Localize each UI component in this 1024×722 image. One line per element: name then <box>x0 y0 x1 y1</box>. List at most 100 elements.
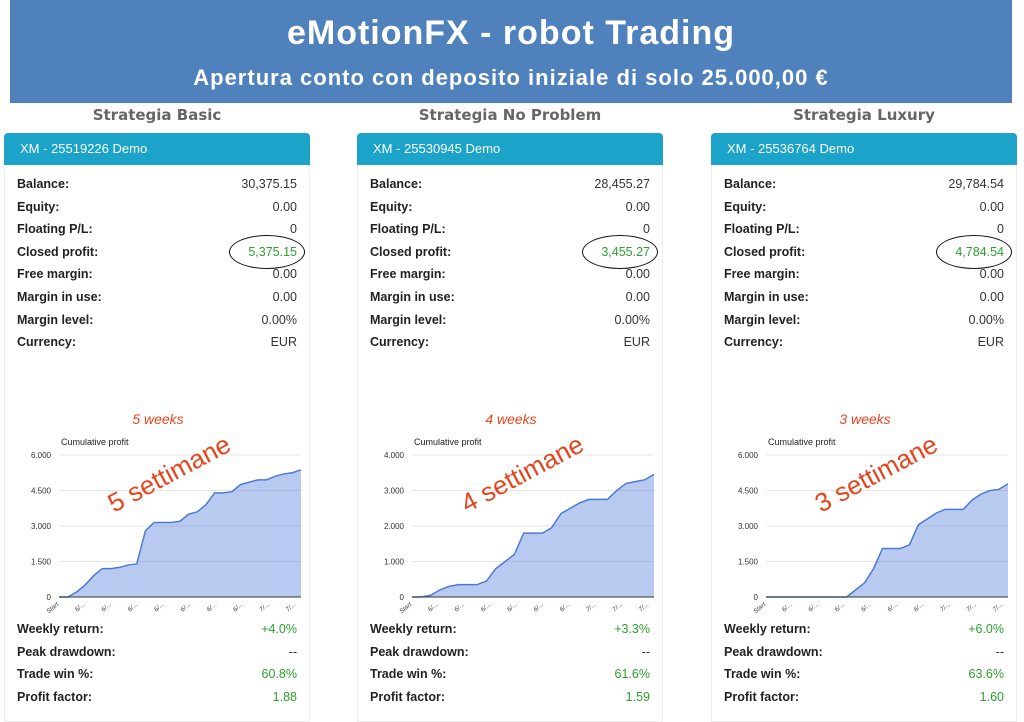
stat-label: Margin level: <box>370 312 447 327</box>
stat-label: Floating P/L: <box>724 222 800 237</box>
stat-label: Weekly return: <box>724 622 811 637</box>
stat-row: Profit factor: 1.59 <box>370 686 650 708</box>
stat-value: +4.0% <box>261 622 297 637</box>
stat-label: Closed profit: <box>724 244 806 259</box>
x-tick-label: 6/... <box>127 601 140 613</box>
x-tick-label: 7/... <box>965 601 978 613</box>
strategy-name: Strategia No Problem <box>418 106 602 124</box>
stat-value: 1.60 <box>979 690 1004 704</box>
stat-value: 30,375.15 <box>241 177 297 191</box>
stat-label: Peak drawdown: <box>724 644 823 659</box>
stat-label: Weekly return: <box>370 622 457 637</box>
stat-label: Trade win %: <box>17 667 94 682</box>
stat-value: -- <box>288 644 297 659</box>
stat-row: Trade win %: 60.8% <box>17 663 297 685</box>
stat-label: Margin in use: <box>17 290 102 304</box>
stat-label: Profit factor: <box>724 690 799 704</box>
stat-label: Margin level: <box>724 312 801 327</box>
stat-row: Trade win %: 63.6% <box>724 663 1004 685</box>
stat-label: Trade win %: <box>724 667 801 682</box>
line <box>412 473 655 598</box>
stat-label: Trade win %: <box>370 667 447 682</box>
header: eMotionFX - robot Trading Apertura conto… <box>10 0 1012 103</box>
stat-value: 0.00 <box>979 290 1004 304</box>
stat-row: Equity: 0.00 <box>724 196 1004 218</box>
stat-label: Peak drawdown: <box>370 644 469 659</box>
x-tick-label: 6/... <box>100 601 113 613</box>
stat-label: Balance: <box>370 177 423 191</box>
stat-value: +3.3% <box>614 622 650 637</box>
x-tick-label: 6/... <box>781 601 794 613</box>
account-header: XM - 25536764 Demo <box>711 133 1017 165</box>
stat-value: -- <box>641 644 650 659</box>
x-tick-label: 7/... <box>585 601 598 613</box>
stat-row: Trade win %: 61.6% <box>370 663 650 685</box>
x-tick-label: 6/... <box>886 601 899 613</box>
subtitle: Apertura conto con deposito iniziale di … <box>193 65 829 90</box>
x-tick-label: Start <box>398 600 414 615</box>
x-tick-label: Start <box>752 600 768 615</box>
stat-value: 0.00 <box>625 199 650 214</box>
stat-row: Margin level: 0.00% <box>724 309 1004 331</box>
y-tick-label: 0 <box>47 593 52 602</box>
stat-label: Free margin: <box>724 267 800 282</box>
stat-row: Currency: EUR <box>17 331 297 353</box>
x-tick-label: 7/... <box>611 601 624 613</box>
stat-row: Balance: 28,455.27 <box>370 173 650 195</box>
x-tick-label: 7/... <box>638 601 651 613</box>
stat-row: Closed profit: 5,375.15 <box>17 234 305 269</box>
stat-value: 1.59 <box>625 690 650 704</box>
stat-row: Free margin: 0.00 <box>724 263 1004 285</box>
stat-label: Margin in use: <box>370 290 455 304</box>
x-tick-label: 6/... <box>232 601 245 613</box>
stat-row: Weekly return: +6.0% <box>724 618 1004 640</box>
stat-value: 0.00 <box>272 199 297 214</box>
y-tick-label: 1.500 <box>31 558 52 567</box>
account-header: XM - 25519226 Demo <box>4 133 310 165</box>
title: eMotionFX - robot Trading <box>286 14 736 52</box>
area <box>412 474 654 597</box>
stat-value: 60.8% <box>261 667 297 682</box>
x-tick-label: 7/... <box>992 601 1005 613</box>
period-label: 4 weeks <box>485 411 537 427</box>
stat-value: 0.00 <box>625 290 650 304</box>
stat-value: 0.00 <box>625 267 650 282</box>
x-tick-label: 6/... <box>860 601 873 613</box>
stat-row: Free margin: 0.00 <box>370 263 650 285</box>
x-tick-label: 6/... <box>506 601 519 613</box>
x-tick-label: 6/... <box>153 601 166 613</box>
panel: Strategia No Problem XM - 25530945 Demo Ba… <box>357 103 663 722</box>
stat-label: Balance: <box>17 177 70 191</box>
x-tick-label: 7/... <box>258 601 271 613</box>
strategy-name: Strategia Basic <box>92 106 222 124</box>
chart-title: Cumulative profit <box>768 437 836 447</box>
x-tick-label: 6/... <box>807 601 820 613</box>
x-tick-label: 6/... <box>559 601 572 613</box>
stat-row: Profit factor: 1.88 <box>17 686 297 708</box>
y-tick-label: 3.000 <box>738 522 759 531</box>
stat-label: Free margin: <box>17 267 93 282</box>
stat-row: Margin in use: 0.00 <box>724 286 1004 308</box>
stat-label: Closed profit: <box>17 244 99 259</box>
stat-label: Equity: <box>370 199 413 214</box>
stat-label: Currency: <box>370 335 430 350</box>
stat-row: Weekly return: +4.0% <box>17 618 297 640</box>
stat-row: Profit factor: 1.60 <box>724 686 1004 708</box>
y-tick-label: 4.500 <box>31 487 52 496</box>
stat-value: EUR <box>270 335 297 350</box>
stat-row: Margin in use: 0.00 <box>17 286 297 308</box>
x-tick-label: 6/... <box>480 601 493 613</box>
y-tick-label: 3.000 <box>31 522 52 531</box>
stat-value: 28,455.27 <box>594 177 650 191</box>
stat-value: -- <box>995 644 1004 659</box>
stat-label: Currency: <box>724 335 784 350</box>
stat-label: Floating P/L: <box>17 222 93 237</box>
chart-title: Cumulative profit <box>414 437 482 447</box>
line <box>59 469 302 598</box>
stat-value: 1.88 <box>272 690 297 704</box>
y-tick-label: 1.500 <box>738 558 759 567</box>
stat-row: Margin in use: 0.00 <box>370 286 650 308</box>
y-tick-label: 0 <box>400 593 405 602</box>
x-tick-label: 6/... <box>74 601 87 613</box>
